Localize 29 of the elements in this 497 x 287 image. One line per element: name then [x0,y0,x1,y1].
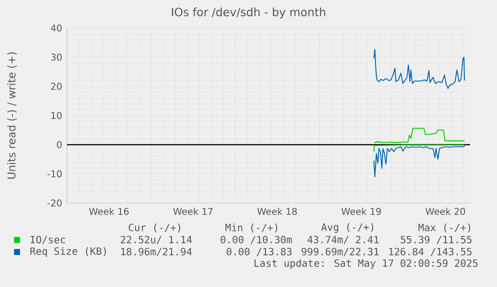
text: Avg (-/+) [321,223,374,233]
text: 0.00 /13.83 [226,248,292,256]
x-tick-label: Week 16 [89,208,129,215]
y-tick-label: 30 [51,54,62,61]
text: Min (-/+) [226,224,278,232]
chart-title: IOs for /dev/sdh - by month [172,8,326,18]
y-tick-label: -10 [48,170,62,178]
legend-label: IO/sec [30,236,65,244]
text: 999.69m/22.31 [302,248,379,256]
x-tick-label: Week 20 [426,208,466,215]
text: Last update: Sat May 17 02:00:59 2025 [254,259,478,269]
x-tick-label: Week 18 [257,208,297,215]
text: Max (-/+) [418,224,470,232]
y-tick-label: -20 [48,199,62,207]
text: 126.84 /143.55 [389,248,472,256]
x-tick-label: Week 19 [341,208,381,215]
legend-label: Req Size (KB) [30,247,106,257]
text: 43.74m/ 2.41 [308,236,379,244]
y-tick-label: 0 [56,141,62,148]
y-axis-title: Units read (-) / write (+) [7,52,17,179]
y-tick-label: 40 [50,24,62,32]
text: Cur (-/+) [128,224,180,232]
text: 55.39 /11.55 [400,236,472,244]
y-tick-label: 20 [51,82,62,90]
x-tick-label: Week 17 [173,208,213,215]
text: 22.52u/ 1.14 [120,236,192,244]
text: 0.00 /10.30m [220,236,292,244]
y-tick-label: 10 [51,112,62,120]
text: 18.96m/21.94 [121,248,192,256]
